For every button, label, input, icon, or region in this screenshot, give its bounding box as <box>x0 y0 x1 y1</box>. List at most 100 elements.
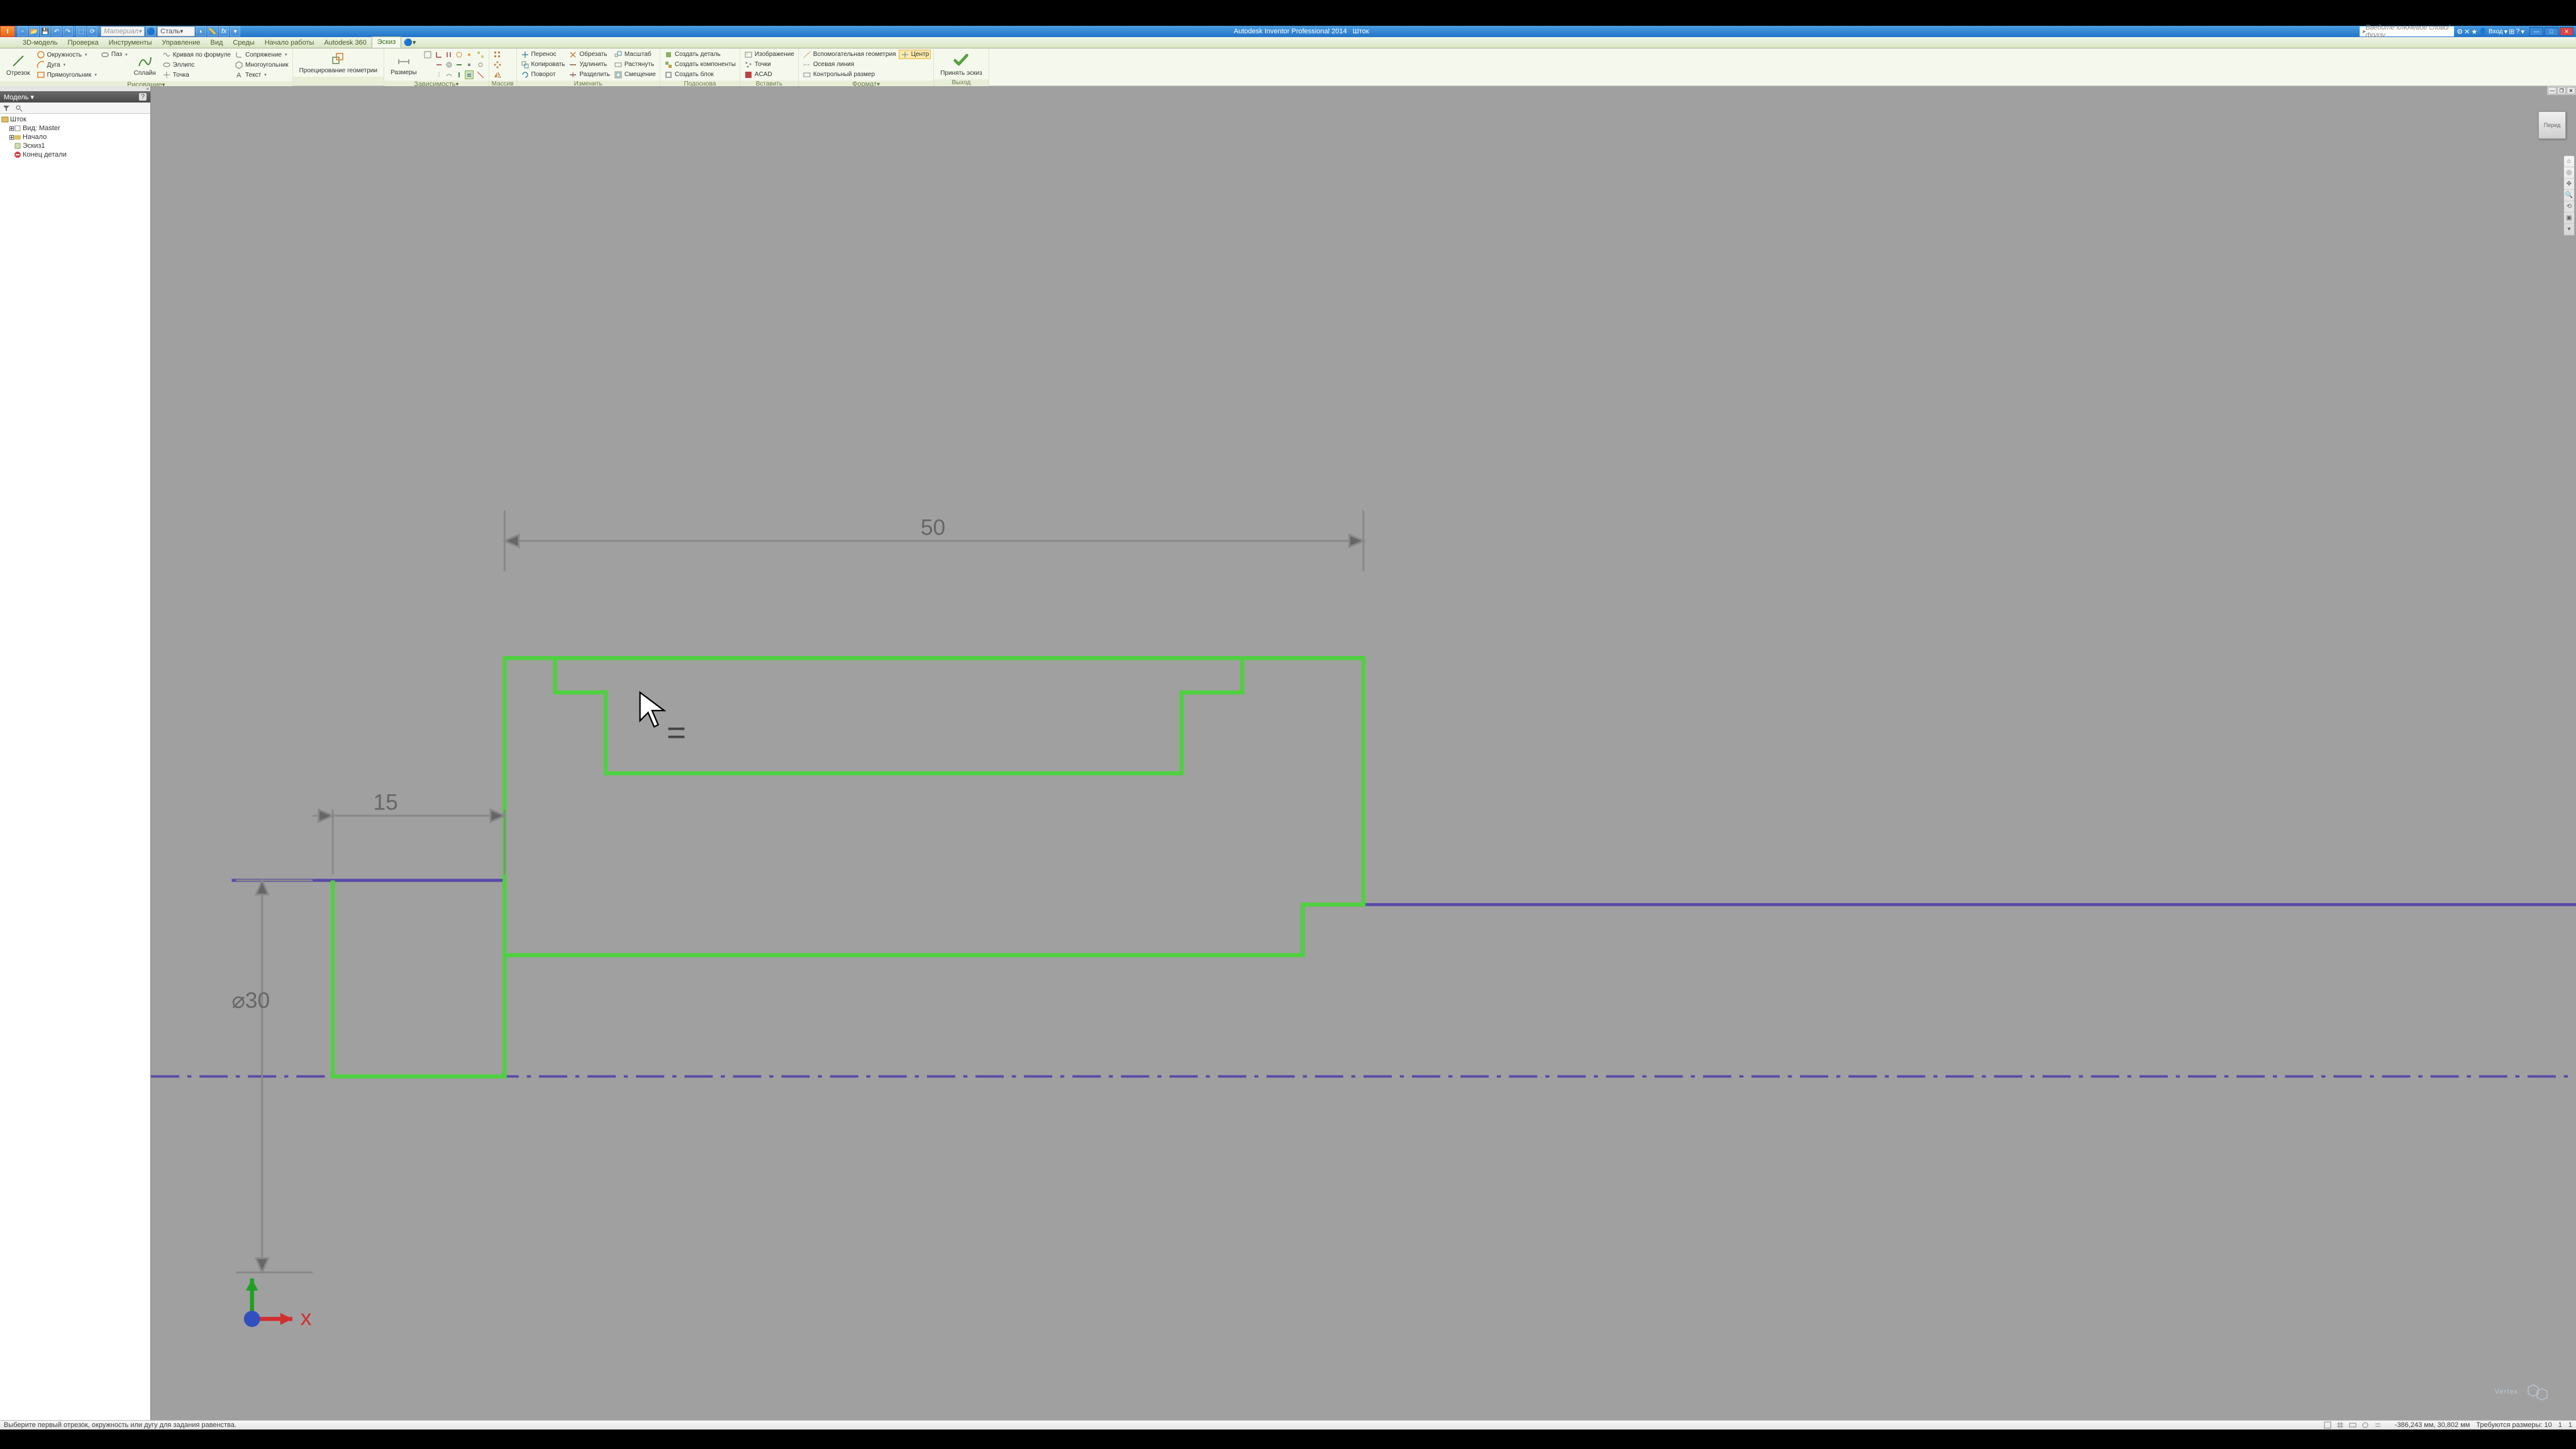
exchange-icon[interactable]: ✕ <box>2464 28 2470 36</box>
qat-new-icon[interactable]: ▫ <box>18 26 28 36</box>
circular-pattern-button[interactable] <box>492 60 503 69</box>
ellipse-button[interactable]: Эллипс <box>161 60 232 70</box>
tree-view[interactable]: ⊞Вид: Master <box>1 124 149 133</box>
constraint-parallel-icon[interactable] <box>445 50 453 59</box>
acad-button[interactable]: ACAD <box>743 70 796 79</box>
mdi-restore-button[interactable]: ❐ <box>2557 87 2566 94</box>
status-constraints-icon[interactable] <box>2373 1421 2382 1430</box>
circle-button[interactable]: Окружность▾ <box>35 50 98 60</box>
scale-button[interactable]: Масштаб <box>613 50 657 59</box>
app-icon[interactable]: I <box>0 26 15 37</box>
nav-home-icon[interactable]: ⌂ <box>2564 156 2574 167</box>
maximize-button[interactable]: □ <box>2545 27 2558 36</box>
search-input[interactable]: ▸ Введите ключевое слово/фразу <box>2360 26 2454 36</box>
hide-constraints-button[interactable] <box>475 70 486 79</box>
point-button[interactable]: Точка <box>161 70 232 80</box>
constraint-tangent-icon[interactable] <box>455 50 464 59</box>
spline-button[interactable]: Сплайн <box>130 52 160 78</box>
extend-button[interactable]: Удлинить <box>567 60 611 69</box>
filter-icon[interactable] <box>3 104 10 112</box>
offset-button[interactable]: Смещение <box>613 70 657 79</box>
rotate-button[interactable]: Поворот <box>519 70 567 79</box>
nav-zoom-icon[interactable]: 🔍 <box>2564 190 2574 201</box>
tab-get-started[interactable]: Начало работы <box>260 38 319 48</box>
nav-more-icon[interactable]: ▾ <box>2564 224 2574 235</box>
qat-undo-icon[interactable]: ↶ <box>52 26 62 36</box>
create-block-button[interactable]: Создать блок <box>663 70 737 79</box>
trim-button[interactable]: Обрезать <box>567 50 611 59</box>
tab-3d-model[interactable]: 3D-модель <box>18 38 62 48</box>
sketch-canvas[interactable]: — ❐ ✕ <box>151 86 2576 1420</box>
nav-lookat-icon[interactable]: ▣ <box>2564 213 2574 224</box>
view-cube[interactable]: Перед <box>2538 111 2566 139</box>
help-icon[interactable]: ? <box>2516 28 2519 35</box>
fillet-button[interactable]: Сопряжение▾ <box>233 50 290 60</box>
constraint-horizontal-icon[interactable] <box>455 60 464 69</box>
dimension-button[interactable]: Размеры <box>387 52 421 77</box>
qat-more-icon[interactable]: ▾ <box>230 26 240 36</box>
tree-root[interactable]: Шток <box>1 115 149 124</box>
arc-button[interactable]: Дуга▾ <box>35 60 98 70</box>
polygon-button[interactable]: Многоугольник <box>233 60 290 70</box>
equation-curve-button[interactable]: Кривая по формуле <box>161 50 232 60</box>
rectangle-button[interactable]: Прямоугольник▾ <box>35 70 98 80</box>
nav-pan-icon[interactable]: ✥ <box>2564 179 2574 190</box>
line-button[interactable]: Отрезок <box>3 52 34 78</box>
nav-wheel-icon[interactable]: ◎ <box>2564 167 2574 179</box>
rectangular-pattern-button[interactable] <box>492 50 503 59</box>
project-geometry-button[interactable]: Проецирование геометрии <box>296 50 382 75</box>
signin-drop-icon[interactable]: ▾ <box>2504 28 2508 36</box>
qat-save-icon[interactable]: 💾 <box>40 26 50 36</box>
signin-icon[interactable]: 👤 <box>2479 28 2487 36</box>
qat-color-icon[interactable]: ◐ <box>196 26 206 36</box>
qat-fx-icon[interactable]: fx <box>219 26 229 36</box>
signin-label[interactable]: Вход <box>2489 28 2503 35</box>
qat-appearance-icon[interactable]: 🔵 <box>146 26 156 36</box>
tab-view[interactable]: Вид <box>206 38 228 48</box>
tab-environments[interactable]: Среды <box>228 38 259 48</box>
constraint-vertical-icon[interactable] <box>455 70 464 79</box>
constraint-collinear-icon[interactable] <box>435 60 443 69</box>
centerline-button[interactable]: Осевая линия <box>801 60 897 69</box>
status-grid-icon[interactable] <box>2336 1421 2345 1430</box>
tab-sketch[interactable]: Эскиз <box>372 36 401 48</box>
points-button[interactable]: Точки <box>743 60 796 69</box>
tab-manage[interactable]: Управление <box>157 38 205 48</box>
mdi-minimize-button[interactable]: — <box>2548 87 2557 94</box>
constraint-equal-icon[interactable] <box>465 70 474 79</box>
browser-help-icon[interactable]: ? <box>139 93 147 101</box>
split-button[interactable]: Разделить <box>567 70 611 79</box>
constraint-concentric-icon[interactable] <box>445 60 453 69</box>
move-button[interactable]: Перенос <box>519 50 567 59</box>
constraint-settings-button[interactable] <box>475 60 486 69</box>
slot-button[interactable]: Паз▾ <box>99 50 129 59</box>
browser-close-icon[interactable]: × <box>0 86 150 91</box>
steel-dropdown[interactable]: Сталь ▾ <box>157 26 195 36</box>
status-snap-icon[interactable] <box>2323 1421 2332 1430</box>
qat-select-icon[interactable]: ⬚ <box>76 26 86 36</box>
tab-tools[interactable]: Инструменты <box>104 38 157 48</box>
model-tree[interactable]: Шток ⊞Вид: Master ⊞Начало Эскиз1 Конец д… <box>0 114 150 1420</box>
find-icon[interactable] <box>15 104 23 112</box>
text-button[interactable]: AТекст▾ <box>233 70 290 80</box>
constraint-perpendicular-icon[interactable] <box>435 50 443 59</box>
ref-dimension-button[interactable]: Контрольный размер <box>801 70 897 79</box>
dimension-15[interactable]: 15 <box>373 791 397 815</box>
image-button[interactable]: Изображение <box>743 50 796 59</box>
constraint-symmetric-icon[interactable] <box>435 70 443 79</box>
nav-orbit-icon[interactable]: ⟲ <box>2564 201 2574 213</box>
finish-sketch-button[interactable]: Принять эскиз <box>936 50 986 78</box>
help-drop-icon[interactable]: ▾ <box>2521 28 2524 36</box>
qat-update-icon[interactable]: ⟳ <box>87 26 97 36</box>
minimize-button[interactable]: — <box>2529 27 2543 36</box>
mirror-button[interactable] <box>492 70 503 79</box>
comm-icon[interactable]: ⊞ <box>2509 28 2514 36</box>
create-part-button[interactable]: Создать деталь <box>663 50 737 59</box>
tree-end-of-part[interactable]: Конец детали <box>1 150 149 159</box>
auto-dim-button[interactable] <box>422 50 433 59</box>
tab-autodesk-360[interactable]: Autodesk 360 <box>319 38 371 48</box>
copy-button[interactable]: Копировать <box>519 60 567 69</box>
material-dropdown[interactable]: Материал ▾ <box>101 26 145 36</box>
center-point-button[interactable]: Центр <box>899 50 931 59</box>
create-components-button[interactable]: Создать компоненты <box>663 60 737 69</box>
